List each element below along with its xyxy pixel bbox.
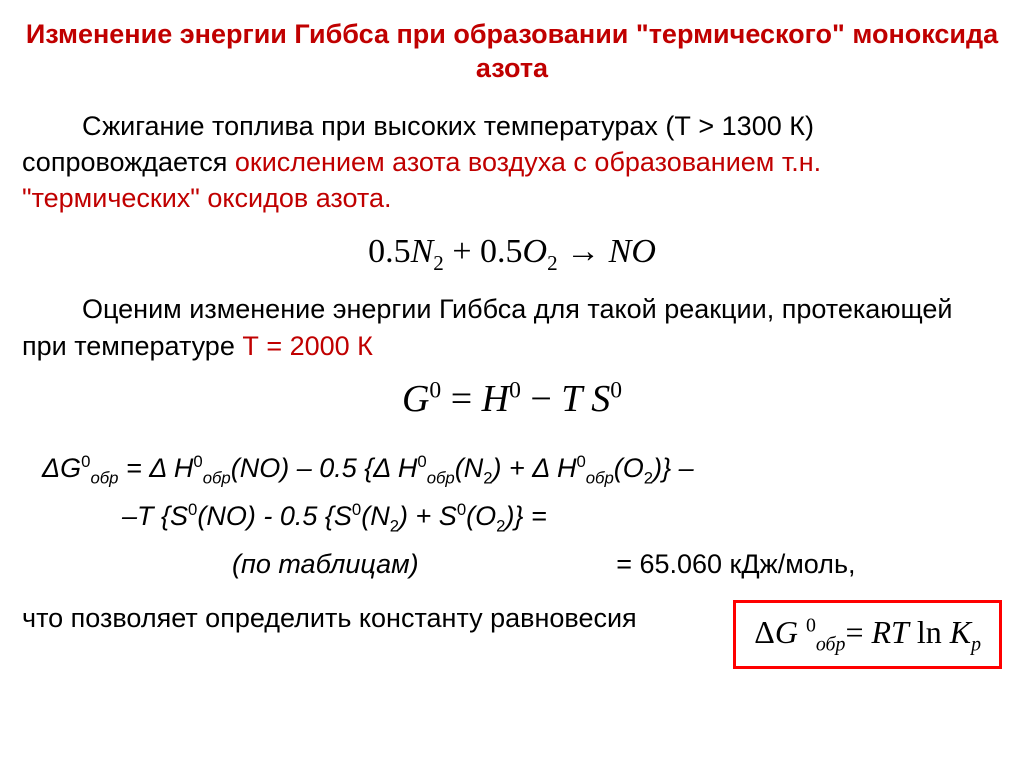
equation-reaction: 0.5N2 + 0.5O2 → NO	[22, 229, 1002, 277]
p2-part-a: Оценим изменение энергии Гиббса для тако…	[22, 294, 953, 360]
deriv-line-1: ΔG0обр = Δ H0обр(NO) – 0.5 {Δ H0обр(N2) …	[22, 445, 1002, 493]
coef2: 0.5	[480, 233, 523, 270]
arrow-icon: →	[558, 233, 609, 270]
species-o2: O2	[523, 233, 558, 270]
sym-G: G	[402, 378, 429, 420]
derivation-block: ΔG0обр = Δ H0обр(NO) – 0.5 {Δ H0обр(N2) …	[22, 445, 1002, 588]
deriv-line-3: (по таблицам) = 65.060 кДж/моль,	[22, 541, 1002, 588]
conclusion-text: что позволяет определить константу равно…	[22, 596, 707, 642]
sym-S: S	[582, 378, 611, 420]
boxed-equation: ΔΔGG 0обр= RT ln Kp	[733, 600, 1002, 669]
species-n2: N2	[411, 233, 444, 270]
paragraph-1: Сжигание топлива при высоких температура…	[22, 108, 1002, 217]
plus: +	[444, 233, 480, 270]
sym-T: T	[561, 378, 581, 420]
deriv-line-2: –T {S0(NO) - 0.5 {S0(N2) + S0(O2)} =	[22, 493, 1002, 541]
paragraph-2: Оценим изменение энергии Гиббса для тако…	[22, 291, 1002, 364]
deriv-result: = 65.060 кДж/моль,	[616, 541, 855, 588]
sym-minus: −	[521, 378, 561, 420]
sym-H: H	[482, 378, 509, 420]
equation-gibbs: G0 = H0 − T S0	[22, 374, 1002, 425]
page-title: Изменение энергии Гиббса при образовании…	[22, 18, 1002, 86]
by-tables: (по таблицам)	[232, 549, 419, 579]
species-no: NO	[609, 233, 656, 270]
sym-eq: =	[441, 378, 481, 420]
coef1: 0.5	[368, 233, 411, 270]
p2-part-b: Т = 2000 К	[242, 331, 373, 361]
conclusion-row: что позволяет определить константу равно…	[22, 596, 1002, 669]
